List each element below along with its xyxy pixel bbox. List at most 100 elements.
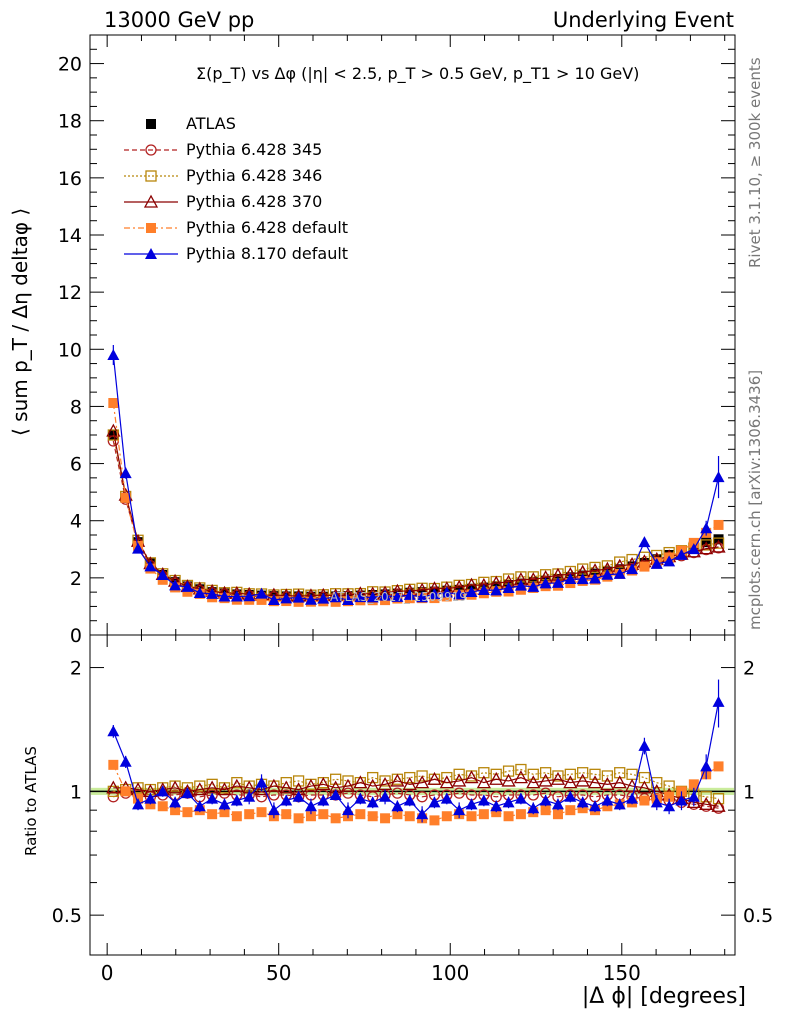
analysis-header: Underlying Event [552, 8, 734, 32]
rivet-version-label: Rivet 3.1.10, ≥ 300k events [746, 57, 764, 268]
legend-marker [145, 144, 157, 156]
data-point-p8def [379, 589, 392, 601]
ratio-point-p8def [687, 790, 700, 802]
data-point-p8def [663, 555, 676, 567]
ratio-point-p6def [540, 805, 551, 816]
ratio-point-p370 [439, 775, 454, 789]
ratio-point-p370 [415, 775, 430, 789]
ratio-point-p370 [279, 780, 294, 794]
data-point-p8def [576, 573, 589, 585]
ratio-point-p370 [377, 776, 393, 791]
ratio-point-p8def [230, 794, 243, 806]
ratio-point-p370 [192, 782, 207, 796]
ratio-line-p345 [113, 792, 719, 809]
data-point-p8def [329, 591, 342, 603]
ratio-point-p8def [243, 790, 256, 802]
ratio-point-p370 [106, 780, 121, 794]
ratio-point-p6def [157, 801, 168, 812]
data-point-p6def [688, 537, 699, 548]
ratio-point-p8def [465, 798, 478, 810]
ratio-point-p345 [416, 791, 428, 803]
ratio-point-p346 [404, 771, 416, 784]
data-point-p8def [675, 548, 688, 560]
ratio-point-p346 [577, 767, 589, 779]
ratio-point-p346 [626, 768, 638, 780]
y-tick-label: 4 [70, 511, 82, 533]
ratio-point-p8def [551, 798, 564, 810]
ratio-point-p8def [181, 787, 194, 799]
ratio-y-tick-label: 2 [70, 658, 82, 680]
ratio-plot-frame [89, 634, 736, 956]
ratio-point-p6def [367, 811, 378, 822]
data-point-p8def [169, 579, 182, 591]
ratio-point-p8def [218, 798, 231, 810]
legend-label: ATLAS [186, 114, 236, 133]
ratio-y-tick-label-right: 0.5 [743, 905, 773, 927]
data-point-p346 [700, 539, 712, 551]
ratio-point-p8def [107, 725, 120, 737]
data-point-p8def [391, 590, 404, 602]
ratio-point-p6def [565, 805, 576, 816]
ratio-point-p8def [576, 796, 589, 808]
ratio-point-p6def [170, 805, 181, 816]
ratio-point-p6def [281, 809, 292, 820]
ratio-point-p6def [330, 813, 341, 824]
ratio-point-p370 [501, 773, 516, 787]
ratio-point-p346 [527, 768, 539, 780]
legend-marker [143, 194, 159, 208]
ratio-point-p8def [539, 794, 552, 806]
legend-label: Pythia 6.428 default [186, 218, 349, 237]
data-point-p8def [453, 588, 466, 600]
ratio-point-p6def [639, 795, 650, 806]
data-point-p8def [280, 592, 293, 604]
mcplots-reference-label: mcplots.cern.ch [arXiv:1306.3436] [746, 369, 764, 630]
ratio-point-p370 [452, 773, 467, 787]
data-point-p8def [317, 592, 330, 604]
ratio-point-p346 [651, 776, 663, 789]
ratio-point-p370 [563, 775, 578, 789]
data-point-p8def [564, 573, 577, 585]
data-point-p8def [416, 591, 429, 603]
data-point-p8def [193, 586, 206, 598]
data-point-p8def [477, 583, 490, 595]
ratio-point-p8def [589, 800, 602, 812]
ratio-point-p8def [601, 794, 614, 806]
data-point-p8def [230, 590, 243, 602]
x-tick-label: 0 [101, 961, 114, 985]
ratio-point-p346 [601, 770, 614, 782]
legend-label: Pythia 8.170 default [186, 244, 349, 263]
ratio-point-p8def [144, 792, 157, 804]
ratio-point-p370 [353, 775, 368, 789]
data-point-p8def [243, 590, 256, 602]
data-point-p8def [465, 585, 478, 597]
ratio-line-p370 [113, 776, 719, 807]
ratio-point-p8def [156, 785, 169, 797]
data-point-p8def [403, 588, 416, 600]
ratio-point-p6def [182, 807, 193, 818]
ratio-point-p370 [587, 775, 603, 789]
ratio-point-p370 [402, 776, 417, 791]
data-point-p8def [551, 576, 564, 588]
ratio-point-p370 [464, 770, 479, 784]
ratio-point-p8def [502, 796, 515, 808]
ratio-point-p8def [650, 796, 663, 808]
ratio-point-p6def [305, 811, 316, 822]
data-point-p8def [119, 467, 132, 479]
y-tick-label: 0 [70, 625, 82, 647]
y-tick-label: 16 [58, 168, 82, 190]
ratio-point-p345 [527, 789, 539, 801]
ratio-point-p370 [316, 776, 331, 791]
ratio-point-p345 [255, 791, 268, 803]
data-point-p8def [206, 587, 219, 599]
ratio-point-p6def [256, 807, 267, 818]
data-point-p8def [613, 567, 626, 579]
legend-label: Pythia 6.428 345 [186, 140, 323, 159]
ratio-point-p370 [217, 782, 232, 796]
ratio-point-p8def [342, 804, 354, 816]
ratio-point-p6def [380, 813, 391, 824]
ratio-point-p370 [612, 775, 627, 789]
ratio-point-p370 [390, 773, 405, 787]
y-tick-label: 8 [70, 396, 82, 418]
legend-label: Pythia 6.428 346 [186, 166, 323, 185]
y-tick-label: 20 [58, 54, 82, 76]
